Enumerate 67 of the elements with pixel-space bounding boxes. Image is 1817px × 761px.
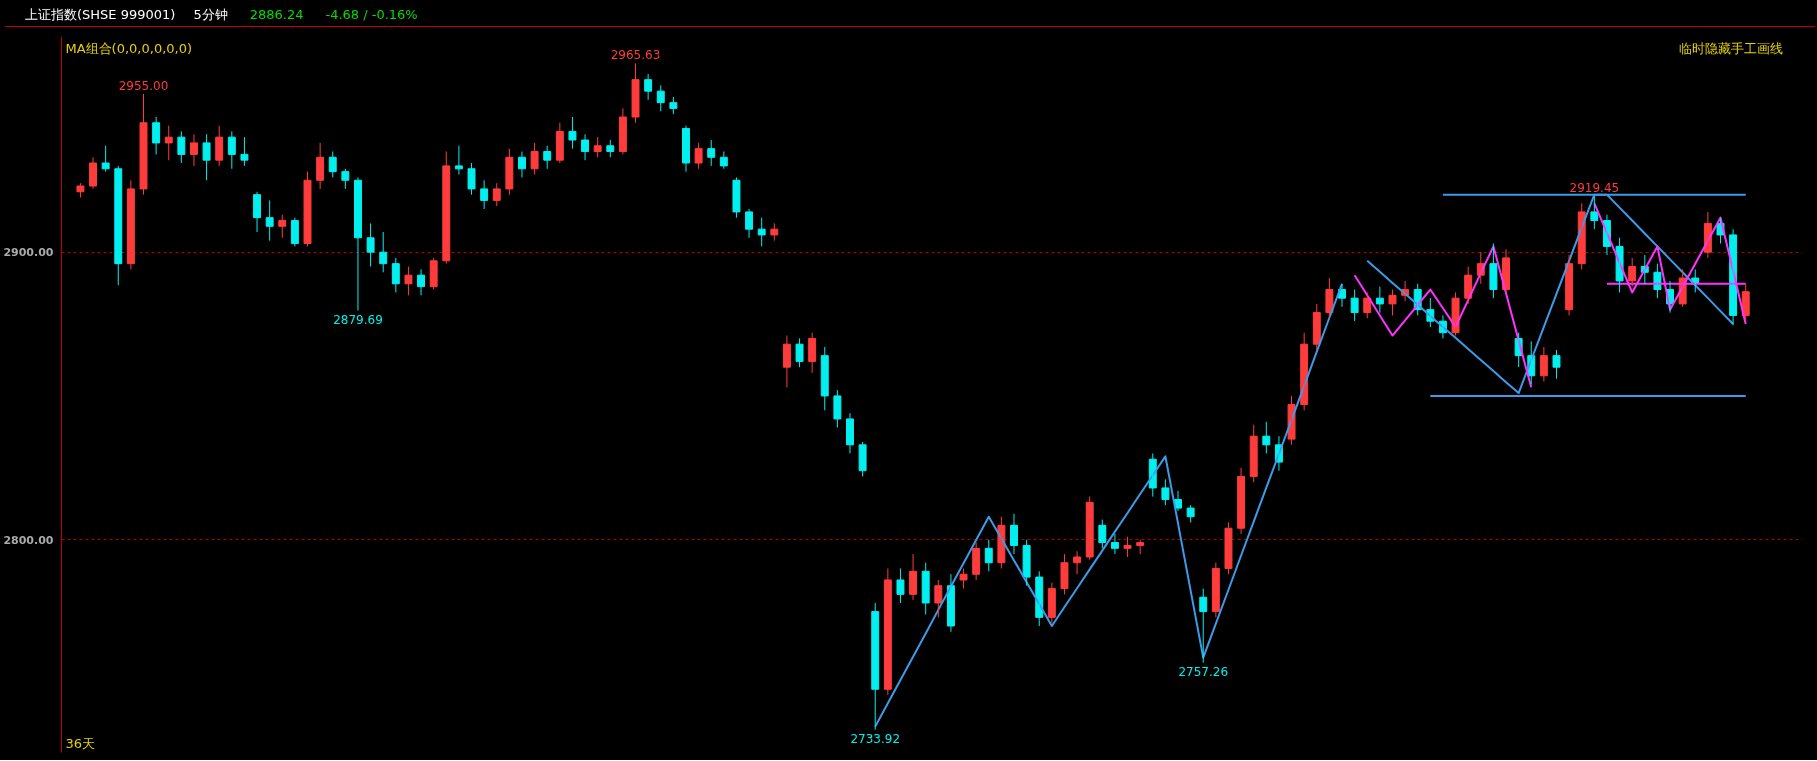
- annotation: 2733.92: [850, 731, 901, 746]
- annotation: 2919.45: [1569, 181, 1620, 196]
- annotation: 2757.26: [1178, 664, 1229, 679]
- chart-subtitle: 5分钟: [193, 7, 228, 22]
- candlestick: [303, 171, 312, 247]
- candlestick: [492, 182, 501, 207]
- candlestick: [833, 389, 842, 429]
- candlestick: [656, 84, 665, 112]
- line-series: [1593, 202, 1747, 326]
- annotation: MA组合(0,0,0,0,0,0): [65, 40, 193, 56]
- candlestick: [341, 168, 350, 190]
- candlestick: [76, 182, 85, 199]
- candlestick: [227, 130, 236, 170]
- candlestick: [732, 176, 741, 219]
- candlestick: [694, 142, 703, 170]
- candlestick: [240, 136, 249, 167]
- candlestick: [757, 217, 766, 247]
- candlestick: [934, 579, 943, 618]
- candlestick: [820, 346, 829, 411]
- candlestick: [1552, 349, 1561, 380]
- y-tick-label: 2800.00: [3, 533, 54, 547]
- candlestick: [795, 337, 804, 368]
- candlestick: [1060, 553, 1069, 595]
- candlestick: [101, 145, 110, 173]
- candlestick: [959, 567, 968, 590]
- chart-title: 上证指数(SHSE 999001): [25, 7, 176, 22]
- candlestick: [669, 96, 678, 115]
- candlestick: [1388, 289, 1397, 316]
- annotation: 临时隐藏手工画线: [1678, 40, 1783, 56]
- candlestick: [1489, 243, 1498, 299]
- candlestick: [707, 139, 716, 167]
- candlestick: [177, 130, 186, 164]
- text: -4.68 / -0.16%: [325, 7, 418, 22]
- candlestick: [366, 222, 375, 268]
- candlestick: [404, 266, 413, 296]
- candlestick: [467, 162, 476, 196]
- candlestick: [265, 199, 274, 242]
- candlestick: [1136, 539, 1145, 555]
- candlestick: [278, 214, 287, 239]
- candlestick: [858, 441, 867, 477]
- annotation: 2955.00: [118, 79, 169, 94]
- y-tick-label: 2900.00: [3, 246, 54, 260]
- candlestick: [1325, 277, 1334, 319]
- text: 2886.24: [249, 7, 304, 22]
- candlestick: [215, 125, 224, 167]
- line-series: [874, 282, 1344, 728]
- candlestick: [543, 145, 552, 170]
- annotation: 36天: [65, 735, 96, 751]
- candlestick: [139, 93, 148, 196]
- candlestick: [164, 125, 173, 161]
- candlestick: [1628, 257, 1637, 288]
- candlestick: [1224, 521, 1233, 575]
- candlestick: [606, 139, 615, 158]
- candlestick: [896, 567, 905, 604]
- candlestick: [1123, 536, 1132, 558]
- line-series: [1353, 245, 1533, 389]
- candlestick: [770, 222, 779, 242]
- candlestick: [202, 133, 211, 181]
- annotation: 2879.69: [333, 312, 383, 327]
- candlestick: [631, 62, 640, 124]
- candlestick: [1186, 504, 1195, 523]
- candlestick: [1161, 478, 1170, 506]
- candlestick: [593, 136, 602, 158]
- candlestick: [568, 116, 577, 150]
- candlestick: [530, 142, 539, 176]
- annotation: 2965.63: [610, 48, 661, 63]
- candlestick: [719, 151, 728, 170]
